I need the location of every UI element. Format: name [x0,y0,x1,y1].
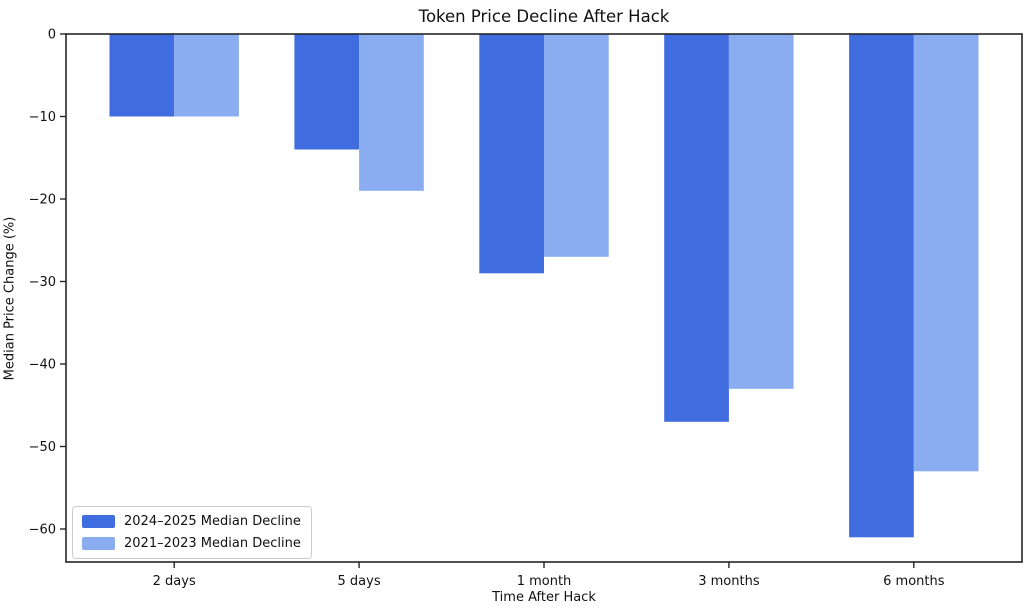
y-tick-label: 0 [48,28,56,43]
y-tick-label: −40 [29,358,56,373]
legend-row: 2021–2023 Median Decline [82,536,301,551]
legend: 2024–2025 Median Decline 2021–2023 Median… [72,506,312,559]
bar [544,34,609,257]
y-tick-label: −50 [29,440,56,455]
bar [664,34,729,422]
bar [294,34,360,150]
bar [109,34,175,117]
chart-title: Token Price Decline After Hack [418,7,670,26]
x-tick-label: 2 days [153,574,196,589]
bar [849,34,914,538]
y-tick-label: −60 [29,523,56,538]
bar [728,34,794,389]
legend-label: 2021–2023 Median Decline [124,536,301,551]
x-tick-label: 3 months [698,574,760,589]
legend-swatch [82,537,115,550]
x-tick-label: 1 month [517,574,572,589]
x-tick-label: 5 days [338,574,381,589]
y-axis-label: Median Price Change (%) [2,216,18,381]
legend-label: 2024–2025 Median Decline [124,514,301,529]
bar [174,34,239,117]
y-tick-label: −10 [29,110,56,125]
x-axis-label: Time After Hack [492,590,596,605]
y-tick-label: −20 [29,193,56,208]
legend-row: 2024–2025 Median Decline [82,514,301,529]
bar [913,34,979,472]
bar [479,34,544,274]
y-tick-label: −30 [29,275,56,290]
bar [359,34,424,191]
legend-swatch [82,515,115,528]
x-tick-label: 6 months [883,574,945,589]
